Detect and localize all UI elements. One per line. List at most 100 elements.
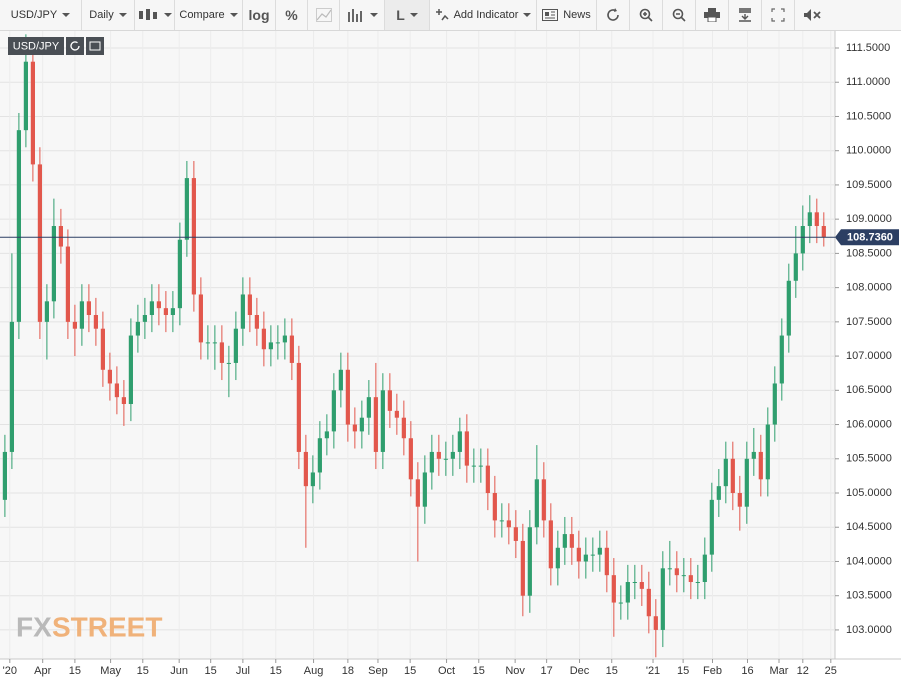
candle-body [576, 547, 581, 562]
candle-body [79, 301, 84, 329]
candle-body [737, 493, 742, 507]
candle-body [51, 226, 56, 302]
candle-body [72, 321, 77, 329]
x-tick-label: Dec [570, 665, 590, 677]
candle-body [786, 280, 791, 336]
chart: FX STREET USD/JPY 103.0000 103.5000 104.00… [0, 31, 901, 677]
candle-body [716, 486, 721, 500]
candle-body [765, 424, 770, 480]
caret [118, 13, 127, 17]
compare-button[interactable]: Compare [175, 0, 243, 30]
candle-body [261, 328, 266, 350]
y-tick-label: 103.5000 [846, 590, 892, 602]
candle-body [128, 335, 133, 405]
candle-body [65, 246, 70, 322]
watermark-suffix: STREET [52, 611, 162, 642]
symbol-button[interactable]: USD/JPY [0, 0, 82, 30]
candle-body [618, 602, 623, 604]
x-tick-label: 25 [825, 665, 837, 677]
y-tick-label: 105.0000 [846, 487, 892, 499]
line-mode-button[interactable]: L [385, 0, 430, 30]
log-label: log [248, 7, 270, 23]
candle-body [779, 335, 784, 384]
candle-body [205, 342, 210, 344]
legend-symbol: USD/JPY [13, 40, 60, 52]
y-tick-label: 107.0000 [846, 350, 892, 362]
fullscreen-button[interactable] [762, 0, 795, 30]
candle-body [548, 520, 553, 569]
x-tick-label: 15 [677, 665, 689, 677]
x-tick-label: 15 [473, 665, 485, 677]
caret [369, 13, 378, 17]
candle-body [268, 342, 273, 350]
percent-label: % [285, 7, 298, 23]
candle-body [317, 438, 322, 473]
candle-body [9, 321, 14, 452]
chart-type-button[interactable] [135, 0, 175, 30]
export-button[interactable] [729, 0, 762, 30]
indicator-icon [435, 9, 449, 21]
candles [2, 34, 826, 658]
candle-body [345, 369, 350, 425]
percent-button[interactable]: % [276, 0, 308, 30]
caret [229, 13, 238, 17]
mute-button[interactable] [795, 0, 828, 30]
refresh-button[interactable] [597, 0, 630, 30]
export-icon [739, 8, 751, 22]
y-tick-label: 107.5000 [846, 316, 892, 328]
reload-icon-box[interactable] [66, 37, 84, 55]
candle-body [177, 239, 182, 309]
candle-body [107, 369, 112, 384]
y-tick-label: 111.5000 [846, 42, 890, 54]
candle-body [135, 321, 140, 336]
candle-icon [139, 9, 157, 20]
volume-button[interactable] [340, 0, 385, 30]
zoom-out-button[interactable] [663, 0, 696, 30]
log-button[interactable]: log [243, 0, 276, 30]
scale-button[interactable] [308, 0, 340, 30]
zoom-in-icon [639, 8, 653, 22]
candle-body [114, 383, 119, 398]
candle-body [471, 465, 476, 467]
watermark: FX STREET [16, 611, 162, 642]
candle-body [562, 534, 567, 548]
candle-body [814, 212, 819, 227]
candle-body [303, 451, 308, 487]
caret [523, 13, 532, 17]
candle-body [254, 315, 259, 329]
toolbar: USD/JPY Daily Compare log % L Add Indica… [0, 0, 901, 31]
candle-body [807, 212, 812, 227]
x-tick-label: Nov [505, 665, 525, 677]
candle-body [436, 451, 441, 459]
candle-body [93, 315, 98, 329]
indicator-button[interactable]: Add Indicator [430, 0, 537, 30]
y-tick-label: 108.0000 [846, 282, 892, 294]
zoom-in-button[interactable] [630, 0, 663, 30]
candle-body [478, 465, 483, 467]
interval-button[interactable]: Daily [82, 0, 135, 30]
candle-body [247, 294, 252, 316]
candle-body [380, 390, 385, 452]
print-button[interactable] [696, 0, 729, 30]
candle-body [681, 575, 686, 577]
candle-body [58, 226, 63, 247]
x-tick-label: 17 [541, 665, 553, 677]
settings-icon-box[interactable] [86, 37, 104, 55]
candle-body [492, 493, 497, 521]
candle-body [625, 582, 630, 603]
mute-icon [803, 9, 821, 21]
caret [164, 13, 172, 17]
y-tick-label: 105.5000 [846, 453, 892, 465]
candle-body [541, 479, 546, 521]
caret [62, 13, 71, 17]
candle-body [100, 328, 105, 370]
candle-body [667, 568, 672, 570]
watermark-prefix: FX [16, 611, 52, 642]
x-tick-label: 15 [404, 665, 416, 677]
candle-body [191, 178, 196, 295]
candle-body [170, 308, 175, 316]
bars-icon [347, 9, 362, 22]
news-button[interactable]: News [537, 0, 597, 30]
candle-body [310, 472, 315, 487]
news-icon [542, 9, 559, 21]
